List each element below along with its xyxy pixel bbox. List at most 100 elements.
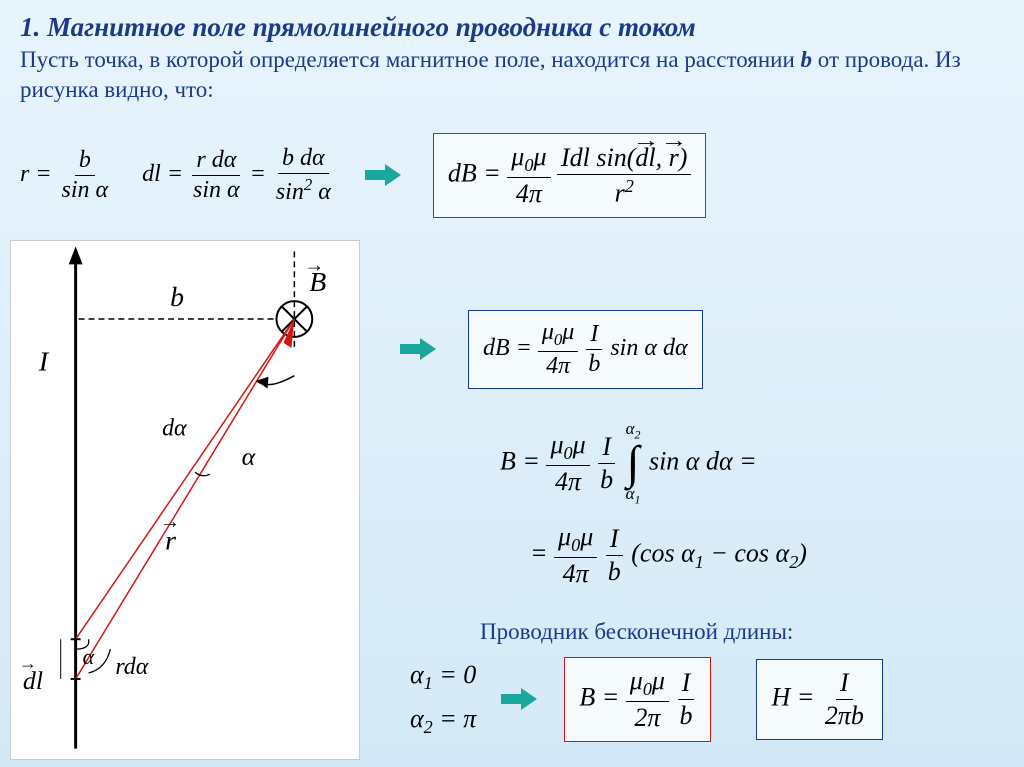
dB-lhs: dB = <box>448 158 501 187</box>
a: α <box>410 660 424 689</box>
arrow-icon <box>501 688 539 710</box>
I: I <box>836 668 853 700</box>
infinite-wire-text: Проводник бесконечной длины: <box>400 609 960 657</box>
m: μ <box>558 522 571 551</box>
mu0mu: μ0μ <box>554 522 597 558</box>
I: I <box>678 668 695 700</box>
fourpi: 4π <box>559 558 593 589</box>
s1: 1 <box>424 673 433 693</box>
mu0mu: μ0μ <box>626 666 669 702</box>
minuscos: − cos α <box>704 538 789 567</box>
sinada: sin α dα <box>610 335 687 361</box>
b: b <box>675 700 696 731</box>
fourpi: 4π <box>542 352 574 380</box>
eq-dl-num1: r dα <box>192 147 240 176</box>
title: 1. Магнитное поле прямолинейного проводн… <box>0 0 1024 45</box>
twopi: 2π <box>825 701 851 730</box>
vec-arrow-r: → <box>160 511 180 533</box>
eq-dB-biot-savart: dB = μ0μ 4π Idl sin(dl, r) r2 <box>433 133 707 218</box>
H-lhs: H = <box>771 682 814 711</box>
alpha-limits: α1 = 0 α2 = π <box>410 660 476 738</box>
I: I <box>606 524 623 556</box>
vec-r: r <box>669 143 679 173</box>
eq-r-lhs: r = <box>20 161 52 187</box>
vec-arrow-B: → <box>304 254 324 276</box>
b: b <box>584 350 604 378</box>
s1: 1 <box>635 493 641 507</box>
mu2: μ <box>533 142 546 171</box>
mu0mu: μ0μ <box>546 430 589 466</box>
eq-dl-num2: b dα <box>278 145 329 174</box>
a: α <box>626 484 635 503</box>
mu0mu: μ0μ <box>538 319 578 352</box>
subtitle: Пусть точка, в которой определяется магн… <box>0 45 1024 113</box>
closep: ) <box>798 538 807 567</box>
wire-diagram: I b B → dα α r → dl → rdα α <box>10 240 360 760</box>
dB-den: r2 <box>611 175 638 209</box>
label-I: I <box>38 347 50 378</box>
s2: 2 <box>424 718 433 738</box>
H-den: 2πb <box>821 700 868 731</box>
sin: sin <box>276 179 304 205</box>
m: μ <box>630 666 643 695</box>
sup2: 2 <box>304 175 312 194</box>
fourpi: 4π <box>512 178 546 209</box>
s0: 0 <box>643 679 652 699</box>
vec-dl: dl <box>635 143 655 173</box>
a: α <box>410 704 424 733</box>
B-lhs: B = <box>500 446 540 475</box>
b: b <box>604 556 625 587</box>
alpha: α <box>318 179 331 205</box>
m2: μ <box>580 522 593 551</box>
v: = π <box>433 704 477 733</box>
m2: μ <box>652 666 665 695</box>
twopi: 2π <box>630 702 664 733</box>
label-dalpha: dα <box>162 415 187 441</box>
vec-arrow-dl: → <box>19 653 37 673</box>
label-alpha: α <box>242 442 256 471</box>
eq-dl-den1: sin α <box>189 176 244 204</box>
eq-r-den: sin α <box>58 176 113 204</box>
s1: 1 <box>695 551 704 571</box>
eq-r-num: b <box>75 147 95 176</box>
I: I <box>586 321 602 350</box>
m: μ <box>550 430 563 459</box>
right-column: dB = μ0μ 4π I b sin α dα B = μ0μ 4π I b … <box>400 310 960 742</box>
top-equations-row: r = b sin α dl = r dα sin α = b dα sin2 … <box>0 113 1024 228</box>
dB-lhs: dB = <box>483 335 532 361</box>
eq-dl: dl = r dα sin α = b dα sin2 α <box>142 145 335 206</box>
eq-dl-lhs: dl = <box>142 161 183 187</box>
a: α <box>626 419 635 438</box>
m: μ <box>542 319 554 345</box>
eq-dB-alpha: dB = μ0μ 4π I b sin α dα <box>468 310 703 389</box>
alpha1: α1 = 0 <box>410 660 476 694</box>
m2: μ <box>573 430 586 459</box>
r: r <box>615 178 625 207</box>
eq-dl-den2: sin2 α <box>272 174 335 206</box>
idlsin: Idl sin( <box>561 143 635 172</box>
I: I <box>598 432 615 464</box>
label-alpha2: α <box>83 645 95 669</box>
B-lhs: B = <box>579 682 619 711</box>
alpha2: α2 = π <box>410 704 476 738</box>
b: b <box>851 701 864 730</box>
equals: = <box>250 161 272 187</box>
eq-B-final: B = μ0μ 2π I b <box>564 657 711 742</box>
arrow-icon <box>400 338 438 360</box>
sup2: 2 <box>625 176 634 196</box>
dB-num: Idl sin(dl, r) <box>557 143 691 175</box>
equals: = <box>530 538 548 567</box>
eq-H-final: H = I 2πb <box>756 659 882 740</box>
arrow-icon <box>365 164 403 186</box>
s0: 0 <box>571 535 580 555</box>
eq-B-cos: = μ0μ 4π I b (cos α1 − cos α2) <box>530 522 960 589</box>
label-b: b <box>170 282 184 313</box>
m2: μ <box>562 319 574 345</box>
integrand: sin α dα = <box>649 446 757 475</box>
fourpi: 4π <box>551 466 585 497</box>
bottom-row: α1 = 0 α2 = π B = μ0μ 2π I b H = I 2πb <box>400 657 960 742</box>
b: b <box>596 464 617 495</box>
eq-r: r = b sin α <box>20 147 112 204</box>
integral: α2 ∫ α1 <box>626 419 641 508</box>
mu: μ <box>511 142 524 171</box>
